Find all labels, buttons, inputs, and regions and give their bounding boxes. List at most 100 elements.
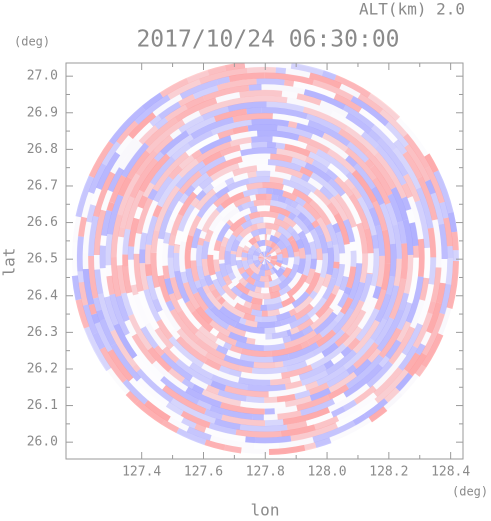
radar-gate bbox=[78, 281, 89, 306]
radar-gate bbox=[226, 324, 247, 337]
radar-gate bbox=[210, 380, 227, 392]
radar-gate bbox=[292, 281, 310, 301]
radar-gate bbox=[431, 219, 442, 268]
radar-gate bbox=[269, 259, 277, 266]
radar-gate bbox=[185, 268, 199, 295]
radar-gate bbox=[229, 344, 243, 354]
radar-gate bbox=[220, 191, 245, 209]
radar-gate bbox=[371, 177, 391, 205]
radar-gate bbox=[271, 330, 288, 340]
radar-gate bbox=[289, 330, 305, 342]
radar-gate bbox=[239, 424, 288, 432]
radar-gate bbox=[266, 101, 305, 113]
radar-gate bbox=[192, 85, 219, 100]
radar-gate bbox=[290, 63, 324, 76]
radar-gate bbox=[275, 261, 283, 268]
y-tick-label: 26.7 bbox=[27, 178, 58, 193]
radar-gate bbox=[92, 297, 102, 312]
radar-gate bbox=[307, 177, 324, 191]
radar-gate bbox=[209, 404, 253, 420]
radar-gate bbox=[269, 262, 275, 268]
radar-gate bbox=[240, 348, 272, 358]
radar-gate bbox=[251, 118, 290, 127]
radar-gate bbox=[401, 196, 412, 211]
radar-gate bbox=[181, 377, 195, 390]
radar-gate bbox=[202, 182, 215, 195]
radar-gate bbox=[239, 142, 252, 151]
radar-gate bbox=[287, 271, 303, 290]
radar-gate bbox=[174, 97, 218, 123]
radar-gate bbox=[345, 354, 384, 390]
radar-gate bbox=[316, 248, 323, 261]
y-tick-label: 26.4 bbox=[27, 288, 58, 303]
radar-gate bbox=[414, 200, 431, 249]
radar-gate bbox=[263, 216, 276, 224]
radar-gate bbox=[424, 165, 445, 204]
radar-gate bbox=[191, 149, 203, 160]
radar-gate bbox=[169, 345, 193, 368]
radar-gate bbox=[187, 207, 200, 223]
radar-gate bbox=[238, 317, 247, 326]
radar-gate bbox=[136, 368, 174, 403]
radar-gate bbox=[321, 70, 337, 81]
radar-gate bbox=[150, 252, 161, 288]
radar-gate bbox=[169, 276, 183, 301]
radar-gate bbox=[243, 300, 253, 309]
radar-gate bbox=[176, 297, 203, 330]
radar-gate bbox=[252, 241, 260, 249]
radar-gate bbox=[277, 225, 293, 240]
radar-gate bbox=[332, 304, 343, 316]
radar-gate bbox=[241, 260, 250, 271]
radar-gate bbox=[189, 362, 214, 380]
radar-gate bbox=[107, 349, 134, 382]
radar-gate bbox=[201, 362, 240, 383]
radar-gate bbox=[281, 90, 298, 100]
radar-gate bbox=[278, 274, 287, 283]
y-tick-label: 26.8 bbox=[27, 142, 58, 157]
radar-gate bbox=[388, 326, 416, 365]
radar-gate bbox=[294, 389, 311, 400]
radar-gate bbox=[393, 139, 408, 155]
radar-gate bbox=[343, 286, 352, 296]
radar-gate bbox=[308, 151, 331, 168]
radar-gate bbox=[152, 204, 163, 218]
radar-gate bbox=[316, 365, 347, 387]
radar-gate bbox=[427, 227, 437, 258]
radar-gate bbox=[332, 244, 340, 262]
radar-gate bbox=[287, 212, 297, 221]
radar-gate bbox=[253, 442, 280, 450]
radar-gate bbox=[286, 329, 292, 337]
radar-gate bbox=[239, 89, 283, 98]
radar-gate bbox=[279, 292, 290, 302]
radar-gate bbox=[353, 358, 372, 377]
radar-gate bbox=[255, 435, 292, 444]
radar-gate bbox=[195, 141, 232, 164]
radar-gate bbox=[257, 130, 300, 141]
radar-gate bbox=[300, 340, 310, 350]
radar-gate bbox=[280, 364, 313, 379]
radar-gate bbox=[201, 388, 242, 407]
radar-gate bbox=[221, 292, 238, 308]
radar-gate bbox=[202, 284, 212, 295]
radar-gate bbox=[166, 151, 190, 174]
radar-gate bbox=[203, 229, 214, 243]
radar-gate bbox=[405, 208, 416, 224]
radar-gate bbox=[393, 258, 403, 287]
radar-gate bbox=[417, 176, 438, 221]
radar-gate bbox=[295, 203, 317, 224]
radar-gate bbox=[204, 358, 222, 371]
radar-gate bbox=[256, 205, 271, 212]
radar-gate bbox=[71, 275, 82, 301]
radar-gate bbox=[287, 235, 295, 242]
radar-gate bbox=[224, 177, 235, 187]
radar-gate bbox=[262, 182, 284, 191]
radar-gate bbox=[333, 311, 345, 324]
radar-gate bbox=[116, 236, 124, 266]
radar-gate bbox=[334, 263, 346, 288]
radar-gate bbox=[336, 392, 378, 422]
radar-gate bbox=[285, 243, 295, 258]
radar-gate bbox=[302, 201, 322, 221]
radar-gate bbox=[271, 284, 281, 293]
radar-gate bbox=[70, 241, 78, 276]
radar-gate bbox=[257, 228, 267, 235]
